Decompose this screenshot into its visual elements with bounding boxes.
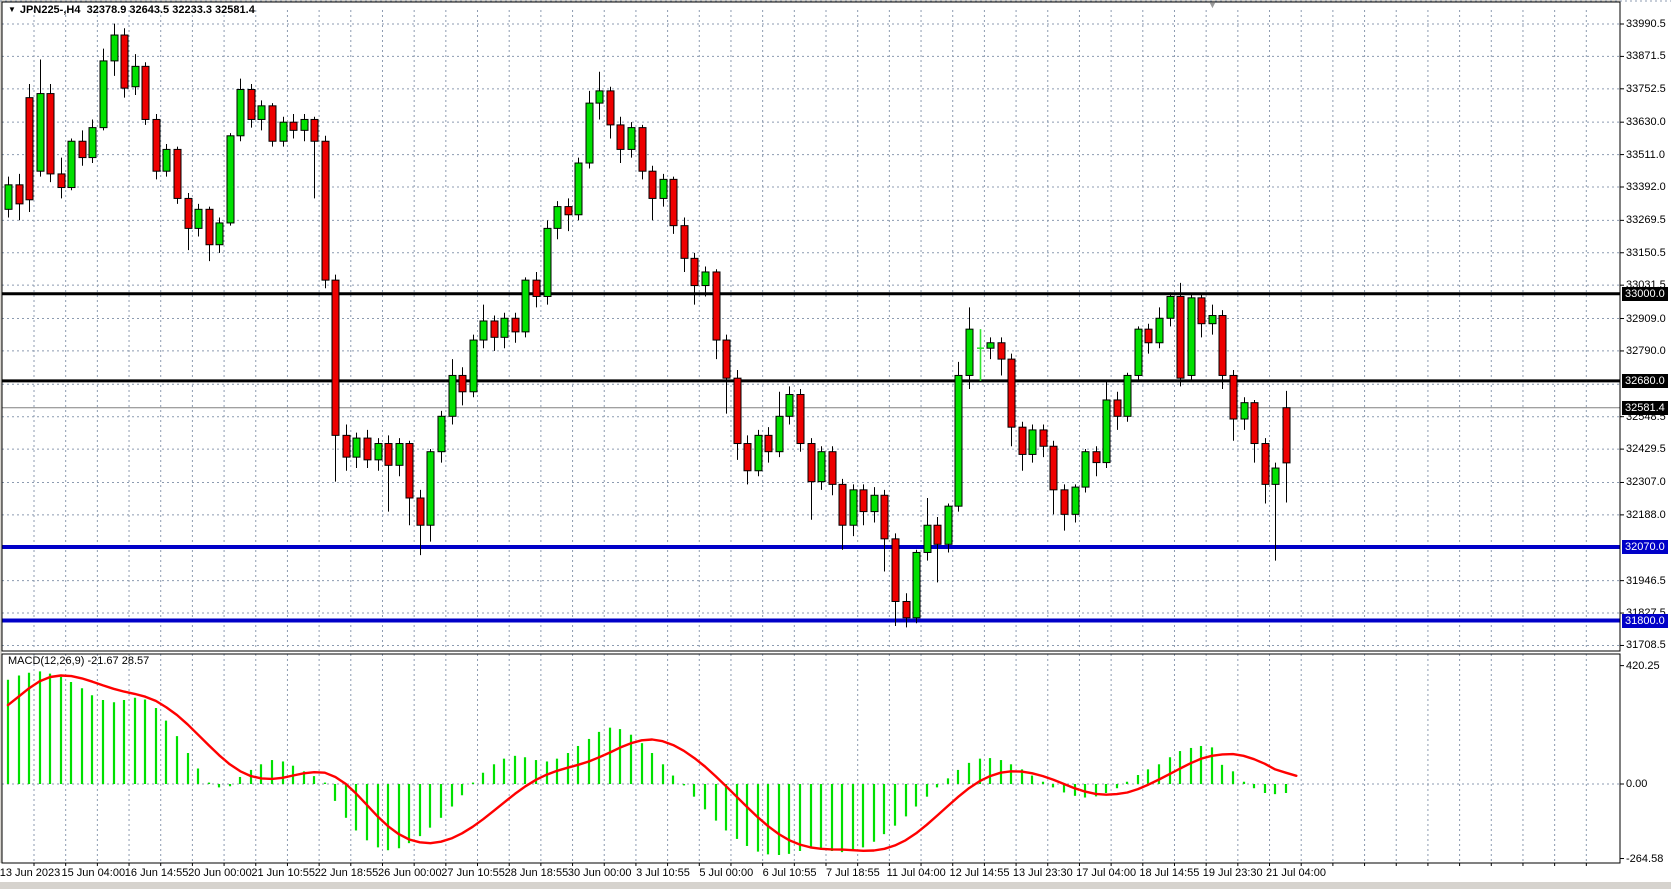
time-tick-label: 20 Jun 00:00 [188,867,252,879]
doji-candles [977,329,984,381]
price-tick-label: 33269.5 [1626,214,1666,227]
price-tick-label: 33871.5 [1626,50,1666,63]
time-tick-label: 27 Jun 10:55 [441,867,505,879]
macd-indicator-label: MACD(12,26,9) -21.67 28.57 [8,655,150,667]
axis-background [1620,0,1671,863]
grid [2,10,1620,862]
time-tick-label: 12 Jul 14:55 [949,867,1010,879]
price-tick-label: 33392.0 [1626,180,1666,193]
chart-shift-marker[interactable]: ▼ [1208,0,1217,10]
price-line-label-32680.0: 32680.0 [1622,373,1668,388]
price-line-label-32581.4: 32581.4 [1622,400,1668,415]
price-tick-label: 32909.0 [1626,312,1666,325]
time-tick-label: 21 Jul 04:00 [1266,867,1326,879]
chart-title: ▼ JPN225-,H4 32378.9 32643.5 32233.3 3258… [8,4,255,16]
time-tick-label: 13 Jul 23:30 [1012,867,1073,879]
chart-title-ohlc: 32378.9 32643.5 32233.3 32581.4 [86,4,255,16]
pane-borders [1,1,1621,864]
price-line-label-31800.0: 31800.0 [1622,613,1668,628]
time-tick-label: 19 Jul 23:30 [1202,867,1263,879]
time-tick-label: 28 Jun 18:55 [504,867,569,879]
symbol-dropdown-icon[interactable]: ▼ [8,5,16,14]
bull-candles [4,34,1280,619]
time-tick-label: 18 Jul 14:55 [1139,867,1200,879]
bear-candles [15,34,1291,619]
price-tick-label: 33630.0 [1626,116,1666,129]
price-tick-label: 33752.5 [1626,82,1666,95]
price-line-label-32070.0: 32070.0 [1622,540,1668,554]
time-tick-label: 21 Jun 10:55 [251,867,315,879]
plot-background[interactable] [2,2,1620,863]
macd-tick-label: 420.25 [1626,659,1660,672]
time-tick-label: 16 Jun 14:55 [124,867,189,879]
price-tick-label: 33990.5 [1626,18,1666,30]
time-tick-label: 11 Jul 04:00 [886,867,946,879]
macd-tick-label: 0.00 [1626,778,1648,790]
price-tick-label: 31708.5 [1626,639,1666,652]
price-tick-label: 32307.0 [1626,476,1666,489]
price-line-label-33000.0: 33000.0 [1622,286,1668,301]
chart-title-symbol: JPN225-,H4 [19,4,81,16]
time-tick-label: 6 Jul 10:55 [762,867,817,879]
price-tick-label: 32429.5 [1626,443,1666,456]
price-tick-label: 32790.0 [1626,344,1666,357]
macd-signal-line [6,674,1298,852]
time-tick-label: 15 Jun 04:00 [61,867,126,879]
time-axis-background [0,863,1671,882]
time-tick-label: 3 Jul 10:55 [636,867,690,879]
macd-tick-label: -264.58 [1626,852,1664,865]
axis-ticks [33,23,1624,866]
time-tick-label: 7 Jul 18:55 [825,867,880,879]
time-tick-label: 26 Jun 00:00 [377,867,442,879]
price-tick-label: 33511.0 [1626,148,1665,161]
price-tick-label: 31946.5 [1626,574,1666,587]
time-tick-label: 22 Jun 18:55 [314,867,379,879]
price-tick-label: 33150.5 [1626,246,1666,259]
time-tick-label: 13 Jun 2023 [0,867,61,879]
time-tick-label: 5 Jul 00:00 [699,867,754,879]
time-tick-label: 30 Jun 00:00 [567,867,632,879]
price-tick-label: 32188.0 [1626,508,1666,521]
time-tick-label: 17 Jul 04:00 [1076,867,1137,879]
